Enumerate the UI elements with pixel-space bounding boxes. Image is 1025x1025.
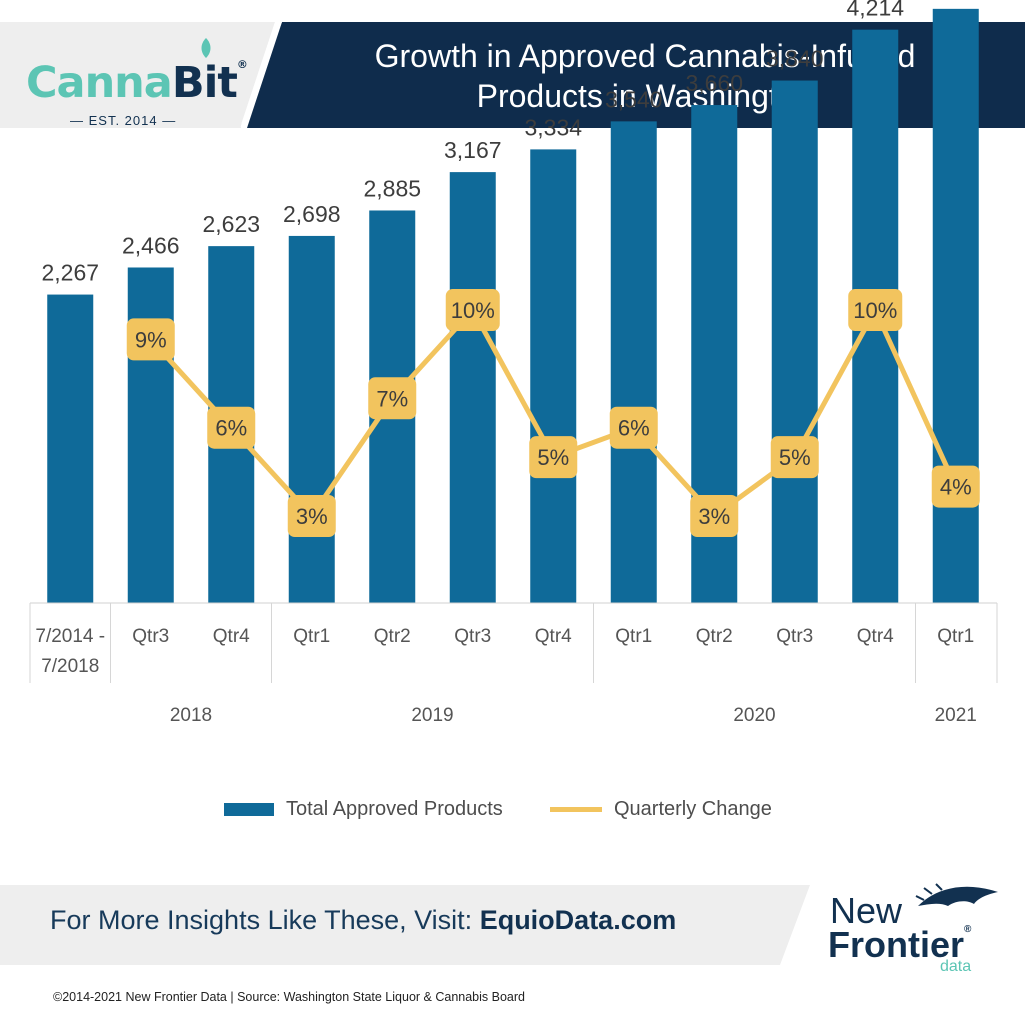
line-value-badge-4	[368, 377, 417, 420]
line-value-badge-8	[690, 495, 739, 537]
bar-5	[449, 172, 496, 603]
line-value-badge-2	[207, 406, 256, 449]
nf-data-text: data	[940, 958, 972, 975]
line-value-label-11: 4%	[940, 475, 972, 500]
category-label-8: Qtr2	[696, 626, 733, 647]
line-value-label-7: 6%	[618, 416, 650, 441]
bar-value-label-2: 2,623	[202, 211, 260, 237]
line-value-label-4: 7%	[376, 386, 408, 411]
line-value-labels: 9% 6% 3% 7% 10% 5% 6% 3% 5% 10% 4%	[126, 289, 980, 537]
bar-value-label-6: 3,334	[524, 114, 582, 140]
legend-item-line: Quarterly Change	[550, 798, 772, 821]
nf-new-text: New	[830, 890, 903, 931]
category-label-3: Qtr1	[293, 626, 330, 647]
bar-value-label-4: 2,885	[363, 175, 421, 201]
line-value-label-2: 6%	[215, 416, 247, 441]
category-axis-grid	[29, 603, 998, 683]
bar-3	[288, 235, 335, 603]
year-label-2018: 2018	[170, 705, 212, 726]
legend-label-bar: Total Approved Products	[286, 798, 503, 820]
line-value-badge-6	[529, 436, 578, 479]
title-line-1: Growth in Approved Cannabis-Infused	[374, 38, 916, 74]
logo-reg-mark: ®	[236, 58, 248, 71]
category-label-0: 7/2014 -	[35, 626, 105, 647]
legend-item-bar: Total Approved Products	[224, 798, 503, 821]
nf-frontier-text: Frontier	[828, 924, 965, 965]
category-label-1: Qtr3	[132, 626, 169, 647]
bar-value-label-7: 3,540	[605, 86, 663, 112]
bar-value-label-10: 4,214	[846, 0, 904, 21]
footer-cta-text: For More Insights Like These, Visit:	[50, 905, 480, 935]
bar-series	[47, 8, 979, 604]
title-line-2: Products in Washington	[476, 78, 814, 114]
line-value-label-3: 3%	[296, 504, 328, 529]
footer-cta: For More Insights Like These, Visit: Equ…	[50, 905, 676, 936]
bar-6	[530, 149, 577, 603]
header: CannaBit® — EST. 2014 — Growth in Approv…	[0, 0, 1025, 130]
line-value-badge-5	[445, 289, 500, 331]
bar-9	[771, 80, 818, 603]
nf-reg-mark: ®	[964, 924, 972, 935]
bar-value-label-1: 2,466	[122, 232, 180, 258]
line-value-badge-7	[609, 406, 658, 449]
category-label-9: Qtr3	[776, 626, 813, 647]
category-label-11: Qtr1	[937, 626, 974, 647]
line-value-badge-11	[931, 465, 980, 508]
bar-value-label-8: 3,660	[685, 70, 743, 96]
bar-value-label-0: 2,267	[41, 260, 99, 286]
category-label-5: Qtr3	[454, 626, 491, 647]
year-label-2020: 2020	[733, 705, 775, 726]
leaf-icon	[201, 38, 211, 58]
year-group-labels: 2018 2019 2020 2021	[170, 705, 977, 726]
line-value-label-10: 10%	[853, 298, 897, 323]
bar-value-label-5: 3,167	[444, 137, 502, 163]
bar-1	[127, 267, 174, 603]
equiodata-link[interactable]: EquioData.com	[479, 905, 677, 935]
new-frontier-logo: New Frontier® data	[828, 880, 1008, 980]
bar-value-labels: 2,267 2,466 2,623 2,698 2,885 3,167 3,334 3,540…	[41, 0, 904, 286]
horse-icon	[915, 883, 998, 906]
category-label-6: Qtr4	[535, 626, 572, 647]
chart-title: Growth in Approved Cannabis-Infused Prod…	[290, 36, 1000, 116]
category-label-4: Qtr2	[374, 626, 411, 647]
line-value-badge-10	[848, 289, 903, 331]
category-label-10: Qtr4	[857, 626, 894, 647]
legend-swatch-bar	[224, 803, 274, 817]
cannabit-logo-wordmark: CannaBit®	[26, 58, 248, 108]
line-value-label-6: 5%	[537, 445, 569, 470]
category-label-2: Qtr4	[213, 626, 250, 647]
combo-chart: 2,267 2,466 2,623 2,698 2,885 3,167 3,334 3,540…	[29, 0, 998, 726]
logo-bit-text: Bit	[171, 58, 238, 108]
category-label-0: 7/2018	[41, 656, 99, 677]
copyright-text: ©2014-2021 New Frontier Data | Source: W…	[53, 990, 525, 1004]
category-tick-labels: 7/2014 - 7/2018 Qtr3 Qtr4 Qtr1 Qtr2 Qtr3 Qtr4 Qt…	[35, 626, 974, 677]
line-value-badge-9	[770, 436, 819, 479]
legend-swatch-line	[550, 807, 602, 813]
bar-11	[932, 8, 979, 603]
bar-value-label-3: 2,698	[283, 201, 341, 227]
nf-frontier-wordmark: Frontier®	[828, 924, 971, 966]
footer-band	[0, 885, 810, 965]
line-value-label-9: 5%	[779, 445, 811, 470]
legend-label-line: Quarterly Change	[614, 798, 772, 820]
line-value-label-8: 3%	[698, 504, 730, 529]
line-value-badge-1	[126, 318, 175, 361]
bar-value-label-9: 3,840	[766, 46, 824, 72]
title-panel-bg	[240, 22, 1025, 128]
line-value-badge-3	[287, 495, 336, 537]
logo-est-text: — EST. 2014 —	[70, 113, 177, 128]
bar-7	[610, 121, 657, 604]
line-value-label-1: 9%	[135, 327, 167, 352]
bar-0	[47, 294, 94, 603]
logo-canna-text: Canna	[26, 58, 173, 108]
year-label-2021: 2021	[935, 705, 977, 726]
cannabit-logo: CannaBit® — EST. 2014 —	[0, 22, 275, 128]
year-label-2019: 2019	[411, 705, 453, 726]
category-label-7: Qtr1	[615, 626, 652, 647]
line-value-label-5: 10%	[451, 298, 495, 323]
header-divider	[240, 22, 282, 128]
